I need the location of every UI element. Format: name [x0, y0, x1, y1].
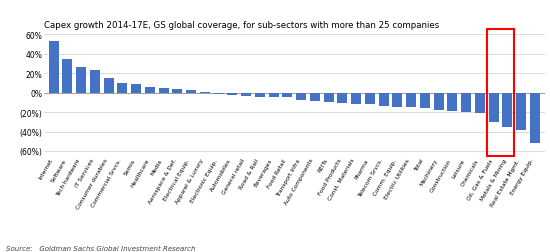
- Bar: [173, 89, 183, 93]
- Bar: [76, 68, 86, 93]
- Bar: [241, 93, 251, 96]
- Bar: [487, 30, 514, 156]
- Bar: [103, 79, 114, 93]
- Bar: [488, 93, 498, 122]
- Bar: [48, 42, 58, 93]
- Bar: [365, 93, 375, 105]
- Bar: [323, 93, 333, 103]
- Bar: [228, 93, 238, 95]
- Bar: [255, 93, 265, 97]
- Bar: [158, 88, 168, 93]
- Bar: [117, 84, 127, 93]
- Bar: [131, 84, 141, 93]
- Bar: [145, 87, 155, 93]
- Bar: [213, 93, 223, 94]
- Bar: [516, 93, 526, 130]
- Bar: [62, 59, 72, 93]
- Bar: [310, 93, 320, 102]
- Bar: [268, 93, 278, 98]
- Bar: [447, 93, 457, 112]
- Bar: [296, 93, 306, 101]
- Bar: [351, 93, 361, 105]
- Bar: [530, 93, 540, 144]
- Bar: [90, 71, 100, 93]
- Bar: [392, 93, 402, 108]
- Bar: [433, 93, 443, 111]
- Bar: [378, 93, 388, 107]
- Bar: [475, 93, 485, 114]
- Text: Capex growth 2014-17E, GS global coverage, for sub-sectors with more than 25 com: Capex growth 2014-17E, GS global coverag…: [44, 21, 439, 30]
- Bar: [461, 93, 471, 113]
- Bar: [502, 93, 512, 127]
- Bar: [200, 92, 210, 93]
- Bar: [186, 90, 196, 93]
- Bar: [406, 93, 416, 108]
- Text: Source:   Goldman Sachs Global Investment Research: Source: Goldman Sachs Global Investment …: [6, 245, 195, 251]
- Bar: [337, 93, 347, 104]
- Bar: [283, 93, 292, 98]
- Bar: [420, 93, 430, 109]
